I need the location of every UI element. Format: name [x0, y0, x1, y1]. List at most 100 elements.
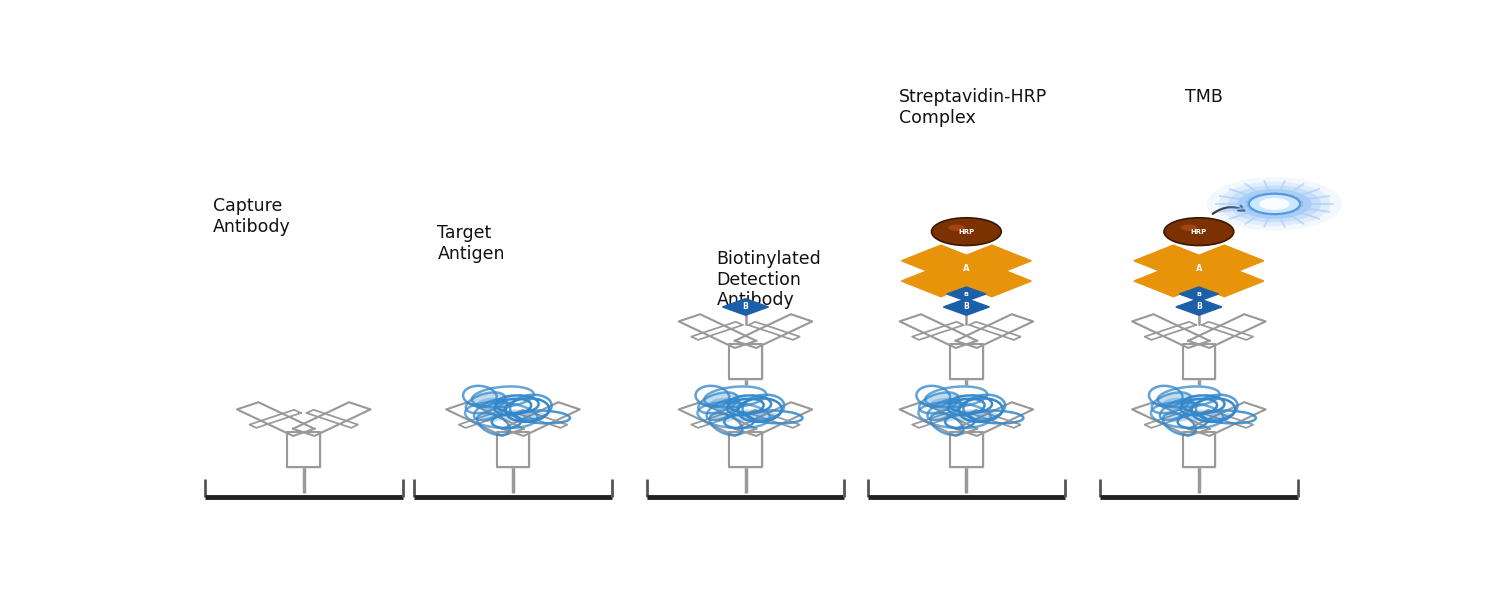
Polygon shape [950, 344, 982, 379]
Polygon shape [1134, 245, 1264, 297]
Polygon shape [950, 344, 982, 379]
Circle shape [524, 412, 546, 421]
Circle shape [756, 412, 778, 421]
Polygon shape [912, 410, 963, 428]
Polygon shape [1132, 402, 1209, 436]
Polygon shape [956, 402, 1034, 436]
Polygon shape [729, 433, 762, 467]
Circle shape [1164, 218, 1233, 245]
Polygon shape [969, 410, 1020, 428]
Polygon shape [237, 402, 315, 436]
Text: A: A [1196, 263, 1202, 272]
Polygon shape [956, 314, 1034, 348]
Text: Target
Antigen: Target Antigen [438, 224, 506, 263]
Polygon shape [748, 322, 800, 340]
Polygon shape [1144, 322, 1196, 340]
Polygon shape [459, 410, 510, 428]
Polygon shape [912, 322, 963, 340]
Polygon shape [950, 433, 982, 467]
Polygon shape [1182, 433, 1215, 467]
Circle shape [1180, 224, 1197, 231]
Polygon shape [496, 433, 530, 467]
Polygon shape [692, 410, 742, 428]
Polygon shape [680, 314, 756, 348]
Polygon shape [729, 344, 762, 379]
Text: B: B [963, 302, 969, 311]
Circle shape [932, 412, 957, 422]
Polygon shape [946, 287, 986, 301]
Polygon shape [735, 402, 812, 436]
Text: Streptavidin-HRP
Complex: Streptavidin-HRP Complex [898, 88, 1047, 127]
Polygon shape [1176, 299, 1222, 315]
Circle shape [1250, 194, 1300, 214]
Polygon shape [748, 410, 800, 428]
Polygon shape [1132, 314, 1209, 348]
Text: B: B [1197, 292, 1202, 296]
Text: B: B [742, 302, 748, 311]
Circle shape [924, 393, 969, 411]
Polygon shape [496, 433, 530, 467]
Polygon shape [735, 314, 812, 348]
Circle shape [711, 412, 735, 422]
Circle shape [1228, 185, 1322, 223]
Polygon shape [956, 314, 1034, 348]
Polygon shape [969, 322, 1020, 340]
Polygon shape [1188, 314, 1266, 348]
Circle shape [930, 398, 964, 412]
Circle shape [501, 410, 531, 422]
Polygon shape [503, 402, 579, 436]
Polygon shape [748, 410, 800, 428]
Polygon shape [680, 402, 756, 436]
Polygon shape [1202, 410, 1252, 428]
Polygon shape [735, 402, 812, 436]
Circle shape [1245, 193, 1304, 215]
Polygon shape [900, 402, 977, 436]
Polygon shape [459, 410, 510, 428]
Text: HRP: HRP [958, 229, 975, 235]
Circle shape [1238, 189, 1311, 219]
Circle shape [1164, 412, 1190, 422]
Circle shape [1156, 393, 1202, 411]
Circle shape [932, 218, 1002, 245]
Polygon shape [306, 410, 358, 428]
Polygon shape [969, 410, 1020, 428]
Circle shape [1260, 198, 1290, 210]
Circle shape [478, 412, 502, 422]
Polygon shape [292, 402, 370, 436]
Circle shape [708, 398, 742, 412]
Polygon shape [292, 402, 370, 436]
Polygon shape [1202, 322, 1252, 340]
Polygon shape [288, 433, 320, 467]
Polygon shape [516, 410, 567, 428]
Polygon shape [944, 299, 990, 315]
Polygon shape [288, 433, 320, 467]
Polygon shape [729, 344, 762, 379]
Circle shape [734, 410, 764, 422]
Circle shape [1186, 410, 1216, 422]
Polygon shape [723, 299, 768, 315]
Polygon shape [680, 402, 756, 436]
Polygon shape [1132, 314, 1209, 348]
Polygon shape [249, 410, 302, 428]
Polygon shape [1188, 314, 1266, 348]
Text: B: B [964, 292, 969, 296]
Polygon shape [237, 402, 315, 436]
Polygon shape [956, 402, 1034, 436]
Text: Biotinylated
Detection
Antibody: Biotinylated Detection Antibody [717, 250, 821, 310]
Polygon shape [692, 410, 742, 428]
Circle shape [976, 412, 999, 421]
Polygon shape [1134, 245, 1264, 297]
Text: B: B [1196, 302, 1202, 311]
Circle shape [1162, 398, 1197, 412]
Text: HRP: HRP [1191, 229, 1208, 235]
Circle shape [948, 224, 964, 231]
Circle shape [1218, 182, 1330, 226]
Polygon shape [900, 402, 977, 436]
Polygon shape [1202, 410, 1252, 428]
Polygon shape [680, 314, 756, 348]
Polygon shape [900, 314, 977, 348]
Polygon shape [912, 322, 963, 340]
Polygon shape [1182, 344, 1215, 379]
Polygon shape [1144, 410, 1196, 428]
Polygon shape [1188, 402, 1266, 436]
